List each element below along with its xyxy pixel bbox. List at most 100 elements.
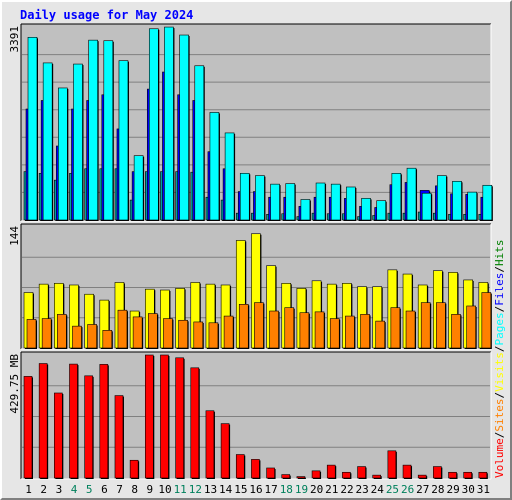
bar-hits-day-12: [194, 65, 205, 221]
bar-volume-day-12: [190, 367, 200, 479]
bar-volume-day-10: [160, 354, 169, 479]
bar-volume-day-29: [448, 471, 457, 479]
x-tick-label: 7: [116, 483, 123, 496]
bar-hits-day-11: [179, 34, 189, 221]
bar-volume-day-11: [175, 357, 184, 479]
bar-volume-day-15: [235, 454, 245, 479]
legend-item-pages: Pages: [493, 312, 506, 345]
y-axis-max-label: 429.75 MB: [8, 354, 21, 414]
x-tick-label: 16: [249, 483, 262, 496]
bar-hits-day-30: [467, 191, 477, 221]
x-tick-label: 22: [340, 483, 353, 496]
bar-sites-day-7: [117, 309, 128, 349]
bar-volume-day-6: [99, 364, 109, 479]
legend-item-files: Files: [493, 273, 506, 306]
chart-legend: Volume/Sites/Visits/Pages/Files/Hits: [493, 240, 506, 479]
y-axis-max-label: 144: [8, 226, 21, 246]
bar-hits-day-13: [209, 112, 220, 221]
x-tick-label: 19: [295, 483, 308, 496]
bar-volume-day-3: [54, 392, 63, 479]
bar-volume-day-26: [402, 464, 412, 479]
x-tick-label: 20: [310, 483, 323, 496]
bar-hits-day-7: [118, 60, 129, 221]
bar-hits-day-23: [361, 198, 371, 221]
bar-volume-day-22: [342, 471, 351, 479]
legend-item-sites: Sites: [493, 399, 506, 432]
bar-hits-day-15: [239, 173, 250, 221]
bar-hits-day-10: [164, 26, 174, 221]
bar-hits-day-22: [346, 186, 356, 221]
x-tick-label: 12: [189, 483, 202, 496]
bar-sites-day-3: [57, 314, 67, 349]
bar-sites-day-21: [329, 318, 340, 349]
bar-hits-day-21: [330, 183, 341, 221]
bar-volume-day-24: [372, 474, 382, 479]
bar-volume-day-14: [220, 423, 230, 479]
x-tick-label: 14: [219, 483, 233, 496]
bar-hits-day-2: [42, 62, 53, 221]
bar-sites-day-22: [345, 315, 355, 349]
bar-hits-day-19: [300, 199, 311, 221]
bar-sites-day-19: [299, 312, 310, 349]
bar-volume-day-21: [326, 464, 336, 479]
x-tick-label: 24: [371, 483, 385, 496]
x-tick-label: 15: [234, 483, 247, 496]
x-tick-label: 27: [416, 483, 429, 496]
panel-hits-files-pages: 3391: [8, 23, 493, 222]
legend-separator: /: [493, 392, 506, 399]
legend-separator: /: [493, 306, 506, 313]
bar-hits-day-24: [376, 200, 387, 221]
bar-hits-day-31: [482, 184, 493, 221]
x-tick-label: 2: [40, 483, 47, 496]
bar-volume-day-7: [114, 395, 124, 479]
bar-hits-day-25: [391, 173, 402, 221]
bar-volume-day-28: [433, 466, 442, 479]
bar-volume-day-5: [84, 375, 93, 479]
x-tick-label: 3: [56, 483, 63, 496]
panel-background: [21, 352, 491, 479]
x-tick-label: 25: [386, 483, 399, 496]
bar-volume-day-31: [478, 471, 488, 479]
x-tick-label: 4: [71, 483, 78, 496]
bar-volume-day-23: [357, 466, 366, 479]
x-tick-label: 1: [25, 483, 32, 496]
bar-volume-day-27: [417, 474, 427, 479]
bar-hits-day-20: [315, 182, 326, 221]
x-tick-label: 17: [265, 483, 278, 496]
bar-sites-day-23: [360, 314, 370, 349]
legend-separator: /: [493, 432, 506, 439]
x-tick-label: 31: [477, 483, 490, 496]
panel-volume: 429.75 MB: [8, 351, 492, 480]
bar-sites-day-20: [314, 311, 325, 349]
x-tick-label: 28: [431, 483, 444, 496]
y-axis-max-label: 3391: [8, 26, 21, 53]
bar-volume-day-1: [23, 376, 33, 479]
x-tick-label: 10: [158, 483, 171, 496]
series-sites: [26, 292, 492, 349]
bar-sites-day-24: [375, 320, 386, 349]
bar-sites-day-10: [163, 318, 173, 349]
bar-volume-day-16: [251, 459, 260, 479]
bar-hits-day-6: [103, 40, 114, 221]
chart-title: Daily usage for May 2024: [20, 8, 193, 22]
x-tick-label: 30: [462, 483, 475, 496]
bar-hits-day-29: [452, 180, 462, 221]
legend-text: Volume/Sites/Visits/Pages/Files/Hits: [493, 240, 506, 479]
x-tick-label: 18: [280, 483, 293, 496]
legend-item-hits: Hits: [493, 240, 506, 267]
bar-sites-day-9: [147, 313, 158, 349]
legend-separator: /: [493, 266, 506, 273]
bar-hits-day-3: [58, 87, 68, 221]
bar-hits-day-14: [224, 132, 235, 221]
legend-separator: /: [493, 346, 506, 353]
bar-sites-day-14: [223, 315, 234, 349]
x-tick-label: 29: [446, 483, 459, 496]
bar-sites-day-6: [102, 330, 113, 349]
bar-sites-day-25: [390, 307, 401, 349]
bar-hits-day-18: [285, 183, 296, 221]
panel-sites-visits: 144: [8, 223, 492, 350]
x-tick-label: 9: [147, 483, 154, 496]
bar-sites-day-28: [436, 302, 446, 349]
bar-hits-day-16: [255, 175, 265, 221]
